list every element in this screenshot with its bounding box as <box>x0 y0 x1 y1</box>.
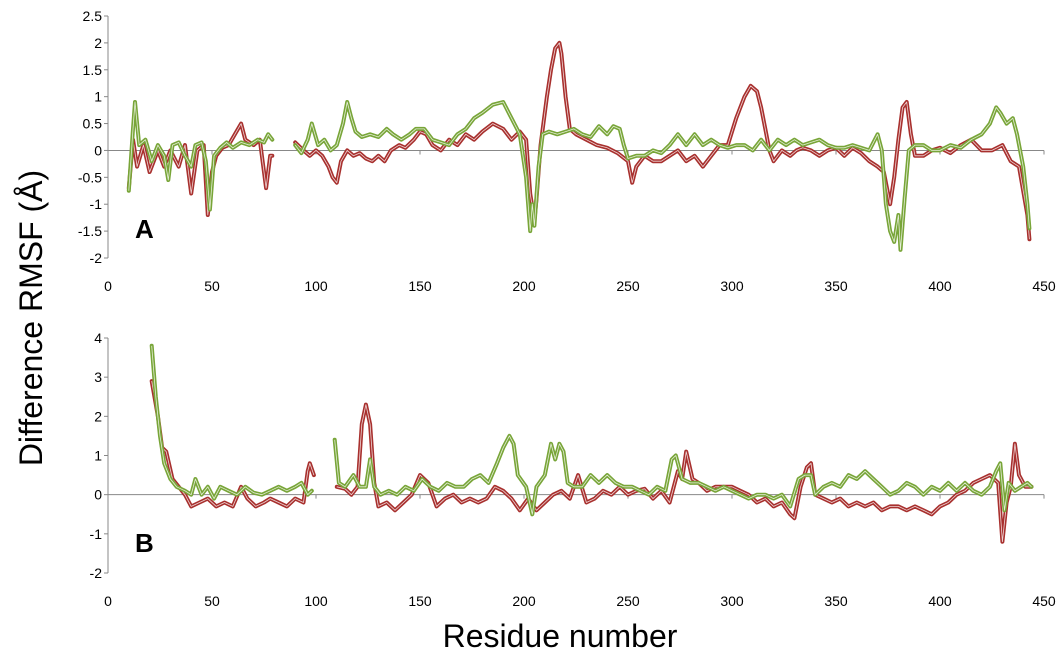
green-series-highlight <box>128 101 273 210</box>
panel-letter: B <box>135 528 154 558</box>
green-series-line <box>293 100 1032 252</box>
x-tick-label: 50 <box>204 278 220 294</box>
y-tick-label: 1 <box>94 89 102 105</box>
y-tick-label: 4 <box>94 330 102 346</box>
x-tick-label: 150 <box>408 278 432 294</box>
x-tick-label: 100 <box>304 593 328 609</box>
y-tick-label: -1 <box>90 196 103 212</box>
x-tick-label: 400 <box>928 593 952 609</box>
y-axis-title: Difference RMSF (Å) <box>13 170 49 466</box>
green-series-highlight <box>151 345 313 499</box>
x-tick-label: 300 <box>720 593 744 609</box>
x-tick-label: 300 <box>720 278 744 294</box>
y-tick-label: 1.5 <box>83 62 103 78</box>
x-tick-label: 100 <box>304 278 328 294</box>
x-tick-label: 350 <box>824 278 848 294</box>
green-series-highlight <box>334 435 1032 515</box>
x-tick-label: 350 <box>824 593 848 609</box>
red-series-highlight <box>128 123 273 216</box>
x-tick-label: 200 <box>512 593 536 609</box>
x-tick-label: 450 <box>1032 278 1056 294</box>
panel-a: 2.521.510.50-0.5-1-1.5-20 50 100 150 200 250 3… <box>78 8 1056 294</box>
y-tick-label: 2 <box>94 408 102 424</box>
y-tick-label: -0.5 <box>78 169 102 185</box>
x-tick-label: 250 <box>616 593 640 609</box>
y-tick-label: -1 <box>90 526 103 542</box>
green-series-line <box>149 343 314 501</box>
x-tick-label: 250 <box>616 278 640 294</box>
x-axis-title: Residue number <box>443 618 678 654</box>
y-tick-label: -2 <box>90 250 103 266</box>
y-tick-label: 0.5 <box>83 116 103 132</box>
y-tick-label: 3 <box>94 369 102 385</box>
y-tick-label: 0 <box>94 487 102 503</box>
panel-letter: A <box>135 214 154 244</box>
y-tick-label: 2.5 <box>83 8 103 24</box>
x-tick-label: 400 <box>928 278 952 294</box>
y-tick-label: 2 <box>94 35 102 51</box>
x-tick-label: 0 <box>104 593 112 609</box>
red-series-highlight <box>336 404 1032 543</box>
red-series-highlight <box>294 42 1030 240</box>
y-tick-label: 0 <box>94 142 102 158</box>
x-tick-label: 50 <box>204 593 220 609</box>
x-tick-label: 450 <box>1032 593 1056 609</box>
red-series-line <box>334 402 1034 544</box>
red-series-line <box>293 40 1032 242</box>
x-tick-label: 0 <box>104 278 112 294</box>
green-series-highlight <box>294 101 1030 251</box>
x-tick-label: 200 <box>512 278 536 294</box>
y-tick-label: -1.5 <box>78 223 102 239</box>
y-tick-label: 1 <box>94 448 102 464</box>
x-tick-label: 150 <box>408 593 432 609</box>
y-tick-label: -2 <box>90 565 103 581</box>
